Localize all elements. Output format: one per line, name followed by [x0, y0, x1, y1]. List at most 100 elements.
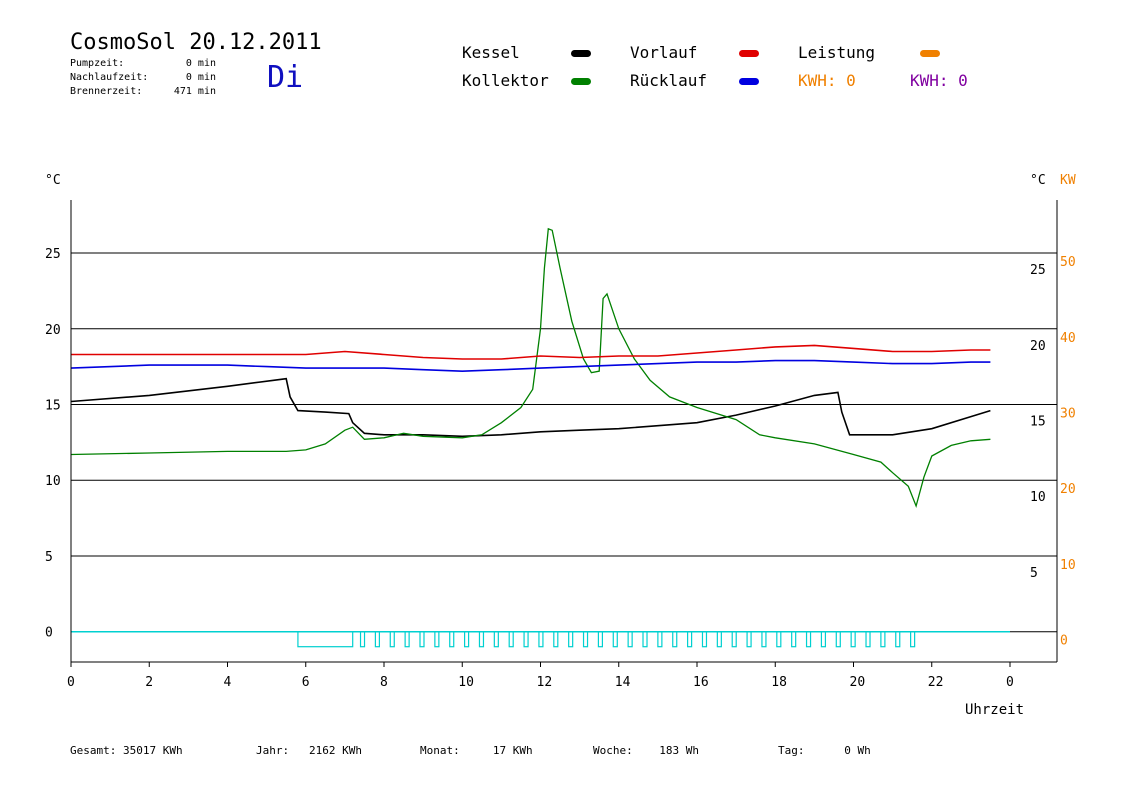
- legend-kollektor-label: Kollektor: [462, 71, 549, 90]
- x-tick-label: 0: [1006, 675, 1014, 690]
- brennerzeit-row: Brennerzeit: 471 min: [70, 86, 216, 97]
- y-axis-right-kw-unit: KW: [1060, 173, 1076, 188]
- pump-pulse: [508, 631, 514, 648]
- y-tick-label-right-c: 15: [1030, 414, 1046, 429]
- nachlaufzeit-value: 0 min: [185, 72, 216, 83]
- x-tick-label: 6: [302, 675, 310, 690]
- y-tick-label-right-c: 20: [1030, 339, 1046, 354]
- pump-pulse: [820, 631, 827, 648]
- y-tick-label-left: 0: [45, 626, 53, 641]
- series-kessel-line: [70, 377, 991, 438]
- footer-monat-value: 17 KWh: [492, 744, 533, 757]
- pump-pulse: [805, 631, 812, 648]
- legend-leistung-label: Leistung: [798, 43, 876, 62]
- pump-pulse: [716, 631, 722, 648]
- footer-monat: Monat: 17 KWh: [420, 744, 533, 757]
- brennerzeit-label: Brennerzeit:: [70, 86, 143, 97]
- x-tick-label: 2: [145, 675, 153, 690]
- y-tick-label-right-c: 5: [1030, 566, 1038, 581]
- pump-pulse: [434, 631, 440, 648]
- footer-gesamt: Gesamt: 35017 KWh: [70, 744, 183, 757]
- y-tick-label-left: 5: [45, 550, 53, 565]
- weekday-label: Di: [267, 60, 304, 95]
- pump-pulse: [627, 631, 633, 648]
- x-axis-label: Uhrzeit: [965, 702, 1024, 718]
- legend-kollektor-swatch: [571, 78, 591, 85]
- pump-pulse: [419, 631, 425, 648]
- legend-kessel-label: Kessel: [462, 43, 520, 62]
- y-tick-label-left: 10: [45, 474, 61, 489]
- footer-woche: Woche: 183 Wh: [593, 744, 699, 757]
- footer-tag: Tag: 0 Wh: [778, 744, 871, 757]
- pump-pulse: [910, 631, 916, 648]
- x-tick-label: 12: [537, 675, 553, 690]
- pump-pulse: [493, 631, 499, 648]
- pump-pulse: [612, 631, 618, 648]
- footer-woche-label: Woche:: [593, 744, 633, 757]
- legend-kwh-purple: KWH: 0: [910, 71, 968, 90]
- y-tick-label-left: 25: [45, 247, 61, 262]
- chart-title: CosmoSol 20.12.2011: [70, 30, 322, 55]
- x-tick-label: 4: [224, 675, 232, 690]
- pump-pulse: [776, 631, 782, 648]
- pump-pulse: [761, 631, 767, 648]
- pump-pulse: [746, 631, 752, 648]
- pump-pulse: [865, 631, 871, 648]
- pump-pulse: [553, 631, 559, 648]
- pump-pulse: [672, 631, 678, 648]
- pump-pulse: [642, 631, 648, 648]
- x-tick-label: 20: [850, 675, 866, 690]
- x-tick-label: 16: [693, 675, 709, 690]
- pump-pulse: [568, 631, 574, 648]
- x-tick-label: 14: [615, 675, 631, 690]
- pump-pulse: [657, 631, 663, 648]
- y-tick-label-right-c: 25: [1030, 263, 1046, 278]
- series-kollektor-line: [70, 227, 991, 509]
- pump-pulse: [731, 631, 737, 648]
- pump-pulse: [880, 631, 886, 648]
- series-ruecklauf-line: [70, 359, 991, 373]
- pump-pulse: [538, 631, 544, 648]
- y-axis-left-unit: °C: [45, 173, 61, 188]
- pumpzeit-row: Pumpzeit: 0 min: [70, 58, 216, 69]
- pump-pulse: [895, 631, 901, 648]
- y-tick-label-left: 20: [45, 323, 61, 338]
- y-tick-label-right-kw: 0: [1060, 634, 1068, 649]
- legend-kwh-orange: KWH: 0: [798, 71, 856, 90]
- pump-pulse: [463, 631, 470, 648]
- x-tick-label: 10: [458, 675, 474, 690]
- pump-pulse: [389, 631, 395, 648]
- legend-ruecklauf-swatch: [739, 78, 759, 85]
- y-axis-right-unit: °C: [1030, 173, 1046, 188]
- footer-monat-label: Monat:: [420, 744, 460, 757]
- brennerzeit-value: 471 min: [173, 86, 216, 97]
- y-tick-label-right-kw: 40: [1060, 331, 1076, 346]
- pump-pulse: [687, 631, 693, 648]
- footer-tag-label: Tag:: [778, 744, 805, 757]
- pump-pulse: [582, 631, 589, 648]
- y-tick-label-right-kw: 50: [1060, 255, 1076, 270]
- nachlaufzeit-row: Nachlaufzeit: 0 min: [70, 72, 216, 83]
- x-tick-label: 18: [771, 675, 787, 690]
- nachlaufzeit-label: Nachlaufzeit:: [70, 72, 149, 83]
- pump-pulse: [835, 631, 841, 648]
- series-vorlauf-line: [71, 344, 991, 360]
- footer-jahr-value: 2162 KWh: [309, 744, 362, 757]
- pumpzeit-label: Pumpzeit:: [70, 58, 125, 69]
- y-tick-label-right-kw: 10: [1060, 558, 1076, 573]
- pump-pulse: [478, 631, 485, 648]
- y-tick-label-left: 15: [45, 398, 61, 413]
- x-tick-label: 0: [67, 675, 75, 690]
- pump-pulse: [597, 631, 604, 648]
- pump-block: [297, 631, 354, 648]
- pump-pulse: [701, 631, 708, 648]
- legend-vorlauf-swatch: [739, 50, 759, 57]
- footer-gesamt-value: 35017 KWh: [122, 744, 183, 757]
- pump-pulse: [850, 631, 856, 648]
- footer-gesamt-label: Gesamt:: [70, 744, 117, 757]
- pump-pulse: [374, 631, 380, 648]
- pump-pulse: [523, 631, 529, 648]
- legend-vorlauf-label: Vorlauf: [630, 43, 698, 62]
- footer-woche-value: 183 Wh: [659, 744, 699, 757]
- y-tick-label-right-kw: 20: [1060, 482, 1076, 497]
